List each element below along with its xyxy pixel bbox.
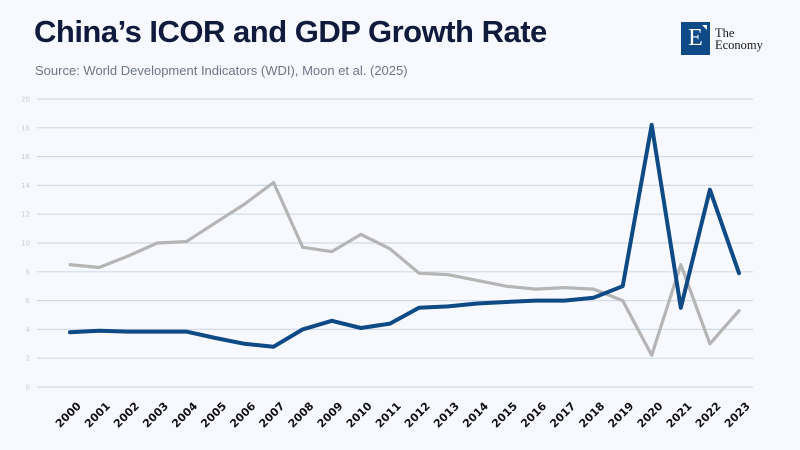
x-tick-label: 2020 (635, 399, 666, 430)
x-tick-label: 2022 (693, 400, 724, 431)
x-tick-label: 2018 (576, 400, 607, 431)
x-tick-label: 2023 (722, 400, 753, 431)
x-tick-label: 2015 (489, 400, 520, 431)
y-tick-label: 16 (21, 153, 30, 161)
y-tick-label: 20 (21, 96, 30, 104)
x-axis: 2000200120022003200420052006200720082009… (53, 399, 753, 430)
x-tick-label: 2006 (227, 399, 258, 430)
series-line-icor (68, 122, 741, 349)
y-tick-label: 14 (21, 182, 30, 190)
y-tick-label: 2 (26, 355, 30, 363)
x-tick-label: 2011 (373, 400, 404, 431)
x-tick-label: 2000 (53, 399, 84, 430)
y-tick-label: 10 (21, 240, 30, 248)
y-axis: 0 2 4 6 8 10 12 14 16 18 20 (21, 96, 30, 392)
x-tick-label: 2004 (169, 399, 200, 430)
x-tick-label: 2014 (460, 399, 491, 430)
y-tick-label: 8 (26, 268, 30, 276)
y-tick-label: 12 (21, 211, 30, 219)
x-tick-label: 2007 (257, 400, 288, 431)
y-tick-label: 18 (21, 124, 30, 132)
chart-title: China’s ICOR and GDP Growth Rate (34, 14, 547, 49)
x-tick-label: 2003 (140, 400, 171, 431)
series-lines (68, 122, 741, 357)
logo-line-1: The (715, 25, 735, 40)
x-tick-label: 2008 (286, 400, 317, 431)
x-tick-label: 2019 (606, 400, 637, 431)
x-tick-label: 2016 (518, 399, 549, 430)
x-tick-label: 2002 (111, 400, 142, 431)
x-tick-label: 2017 (547, 400, 578, 431)
x-tick-label: 2010 (344, 399, 375, 430)
logo-line-2: Economy (715, 37, 763, 52)
series-line-gdp-growth-rate (68, 180, 741, 357)
y-tick-label: 4 (26, 326, 31, 334)
chart-source: Source: World Development Indicators (WD… (35, 63, 408, 78)
logo-mark-icon: E (681, 22, 710, 55)
x-tick-label: 2001 (82, 400, 113, 431)
x-tick-label: 2013 (431, 400, 462, 431)
x-tick-label: 2012 (402, 400, 433, 431)
logo-text: The Economy (715, 25, 763, 52)
brand-logo[interactable]: E The Economy (681, 22, 763, 55)
y-tick-label: 6 (26, 297, 31, 305)
x-tick-label: 2021 (664, 400, 695, 431)
x-tick-label: 2009 (315, 400, 346, 431)
x-tick-label: 2005 (198, 400, 229, 431)
y-tick-label: 0 (26, 384, 30, 392)
